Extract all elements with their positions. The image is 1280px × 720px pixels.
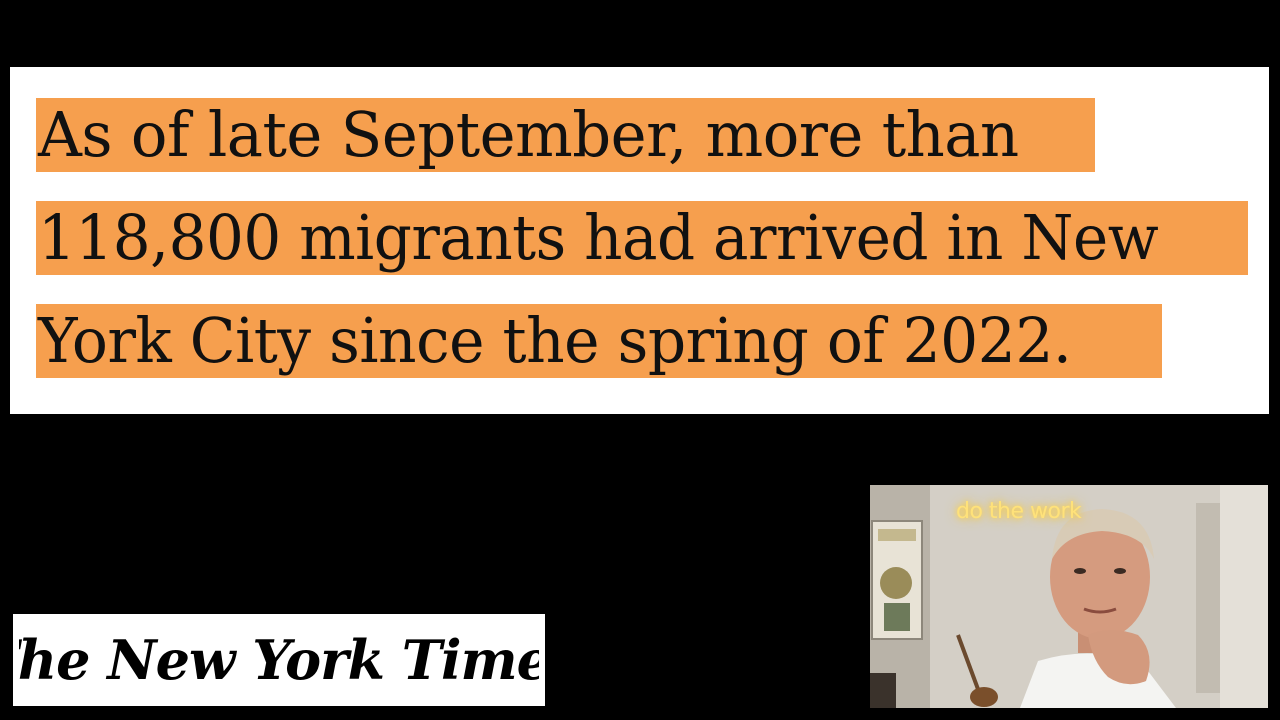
quote-line-1-text: As of late September, more than: [38, 98, 1019, 171]
quote-line-2-text: 118,800 migrants had arrived in New: [38, 201, 1159, 274]
quote-line-3: York City since the spring of 2022.: [36, 304, 1162, 378]
neon-sign: do the work: [956, 499, 1082, 524]
nyt-logo-wordmark: The New York Times: [19, 628, 539, 692]
nyt-logo-text: The New York Times: [19, 628, 539, 692]
quote-line-3-text: York City since the spring of 2022.: [38, 304, 1072, 377]
quote-card: As of late September, more than 118,800 …: [10, 67, 1269, 414]
quote-line-1: As of late September, more than: [36, 98, 1095, 172]
webcam-overlay: do the work: [870, 485, 1268, 708]
quote-line-2: 118,800 migrants had arrived in New: [36, 201, 1248, 275]
webcam-scene: [870, 485, 1268, 708]
nyt-logo: The New York Times: [13, 614, 545, 706]
